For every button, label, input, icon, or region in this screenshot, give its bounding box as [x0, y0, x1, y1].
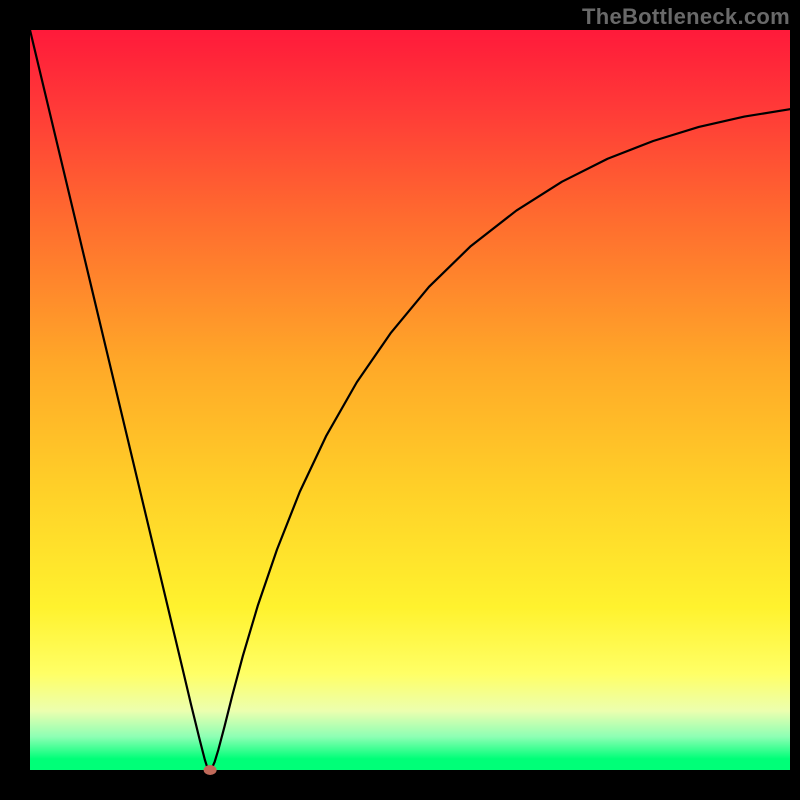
- bottleneck-chart: [0, 0, 800, 800]
- chart-frame: TheBottleneck.com: [0, 0, 800, 800]
- watermark-text: TheBottleneck.com: [582, 4, 790, 30]
- plot-background: [30, 30, 790, 770]
- optimal-point-marker: [204, 765, 217, 775]
